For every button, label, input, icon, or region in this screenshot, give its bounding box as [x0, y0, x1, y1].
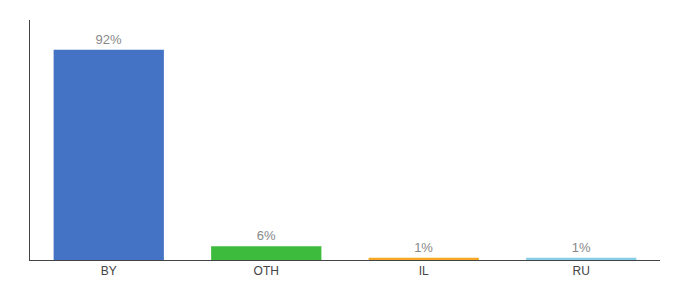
svg-text:BY: BY — [101, 264, 117, 278]
svg-text:OTH: OTH — [254, 264, 279, 278]
svg-text:6%: 6% — [257, 228, 276, 243]
svg-text:1%: 1% — [414, 240, 433, 255]
svg-text:IL: IL — [419, 264, 429, 278]
svg-text:92%: 92% — [96, 32, 122, 47]
svg-text:RU: RU — [573, 264, 590, 278]
svg-text:1%: 1% — [572, 240, 591, 255]
